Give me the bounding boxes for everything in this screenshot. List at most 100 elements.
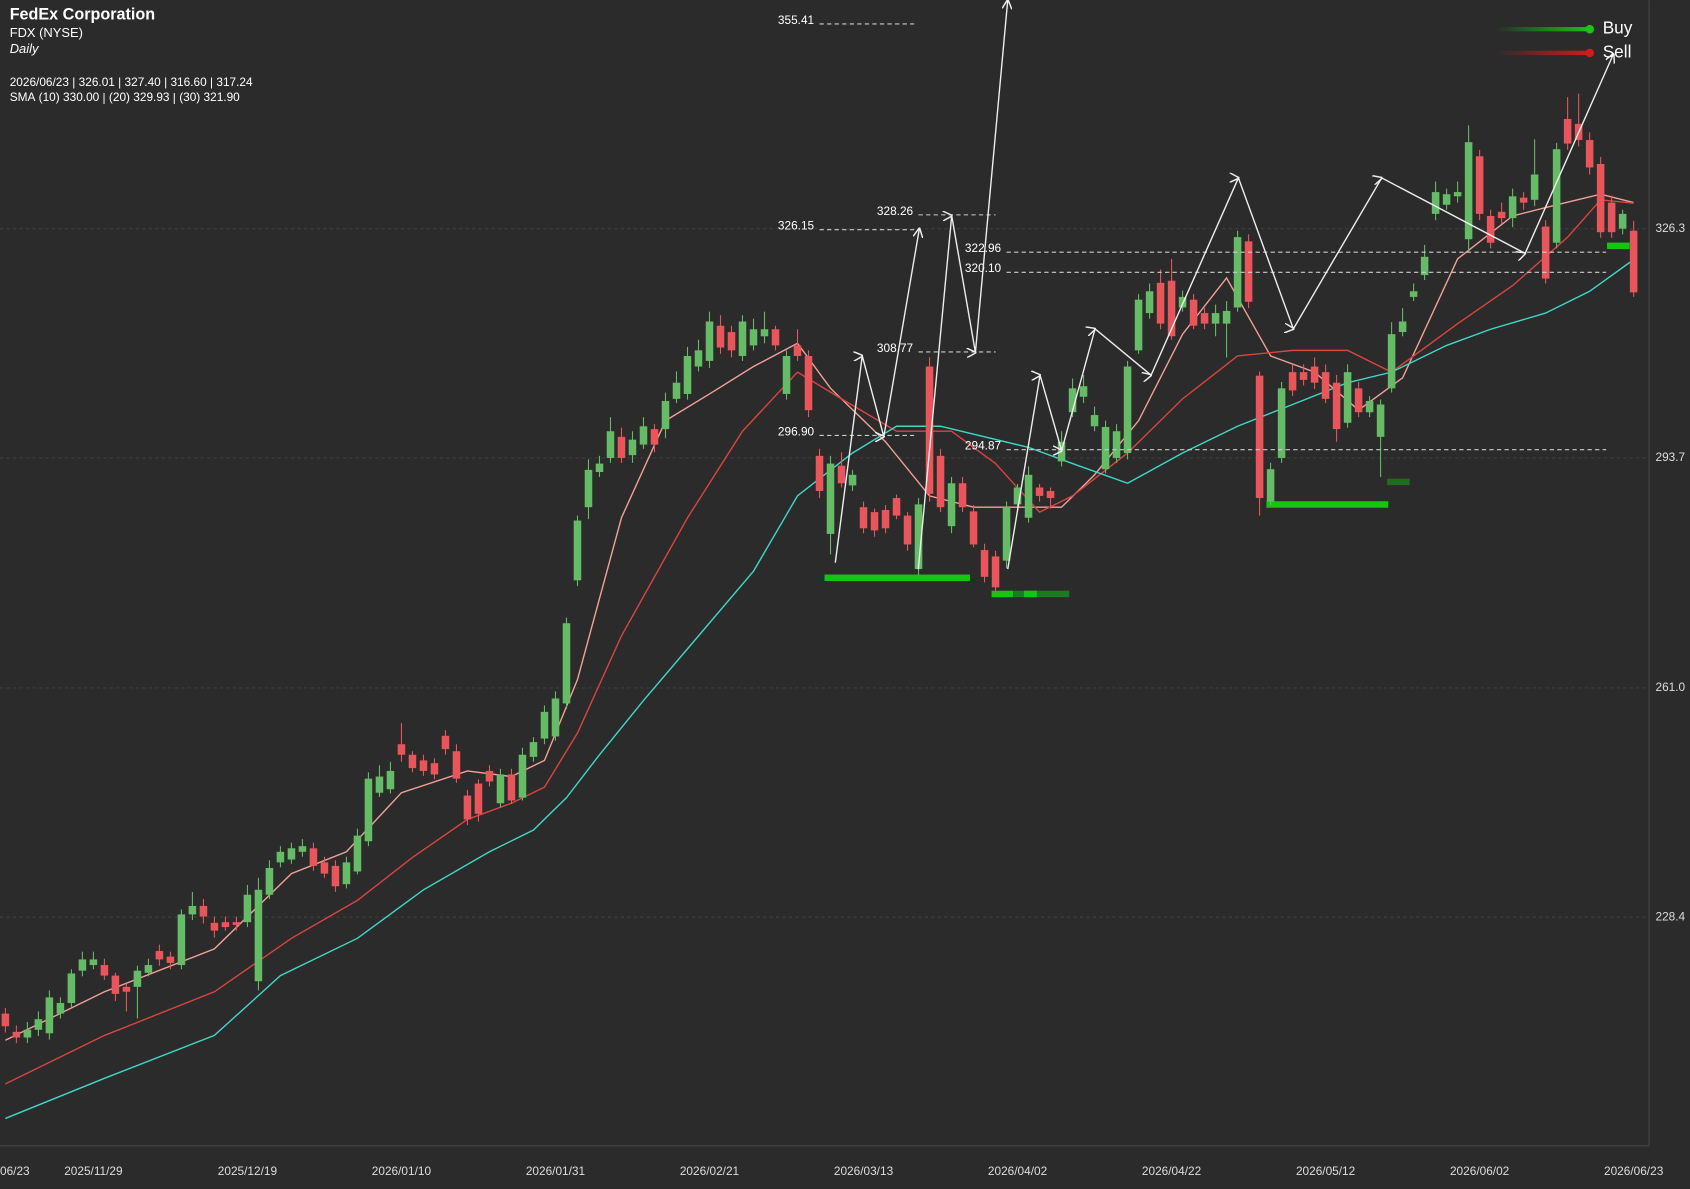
candle-body: [1365, 400, 1374, 413]
candle-body: [1277, 388, 1286, 458]
candle-body: [1629, 230, 1638, 293]
candle-body: [1024, 474, 1033, 518]
candle-body: [738, 321, 747, 356]
candle-body: [1134, 299, 1143, 351]
candle-body: [265, 867, 274, 895]
candle-body: [826, 463, 835, 534]
ohlc-header: 2026/06/23 | 326.01 | 327.40 | 316.60 | …: [10, 75, 253, 89]
sma-name: (10): [39, 90, 60, 104]
candle-body: [683, 355, 692, 394]
chart-subtitle: FDX (NYSE): [10, 25, 83, 40]
candle-body: [518, 754, 527, 798]
candle-body: [1486, 216, 1495, 243]
candle-body: [760, 329, 769, 337]
candle-body: [1431, 192, 1440, 214]
candle-body: [1508, 196, 1517, 219]
candle-body: [859, 507, 868, 529]
legend-label: Buy: [1603, 18, 1633, 38]
candle-body: [34, 1019, 43, 1030]
candle-body: [969, 511, 978, 545]
x-tick-label: 2026/01/10: [372, 1164, 432, 1178]
zone: [1013, 590, 1070, 598]
projection: [917, 0, 1007, 570]
candle-body: [89, 959, 98, 966]
candle-body: [364, 778, 373, 842]
candle-body: [287, 848, 296, 860]
legend-dot: [1585, 24, 1595, 34]
candle-body: [540, 711, 549, 739]
candle-body: [441, 735, 450, 750]
level-label: 294.87: [965, 439, 1001, 453]
candle-body: [804, 355, 813, 411]
candle-body: [1398, 321, 1407, 333]
candle-body: [1552, 149, 1561, 243]
candle-body: [177, 914, 186, 966]
candle-body: [529, 742, 538, 757]
zone: [1266, 501, 1389, 508]
sma-label: SMA: [10, 90, 36, 104]
candle-body: [914, 504, 923, 570]
candle-body: [1376, 404, 1385, 437]
candle-body: [903, 515, 912, 545]
candle-body: [309, 848, 318, 866]
candle-body: [122, 986, 131, 992]
x-tick-label: 2026/06/02: [1450, 1164, 1509, 1178]
candle-body: [991, 556, 1000, 588]
candle-body: [1145, 291, 1154, 314]
low: 316.60: [170, 75, 207, 89]
candle-body: [1090, 415, 1099, 427]
candle-body: [727, 332, 736, 351]
candle-body: [507, 774, 516, 801]
candle-body: [848, 474, 857, 486]
candle-body: [793, 345, 802, 356]
candle-body: [837, 465, 846, 484]
x-tick-label: 2026/05/12: [1296, 1164, 1355, 1178]
x-tick-label: 2026/06/23: [1604, 1164, 1664, 1178]
candle-body: [188, 905, 197, 915]
candle-body: [749, 329, 758, 346]
candle-body: [1332, 382, 1341, 430]
candle-body: [1002, 507, 1011, 561]
candle-body: [562, 623, 571, 704]
zone: [1023, 590, 1037, 598]
candle-body: [1497, 211, 1506, 219]
candle-body: [155, 950, 164, 960]
candle-body: [1112, 431, 1121, 458]
candle-body: [1387, 334, 1396, 389]
candle-body: [650, 429, 659, 445]
candle-body: [1321, 372, 1330, 399]
candle-body: [353, 835, 362, 872]
x-axis: 06/23 2025/11/29 2025/12/19 2026/01/10 2026/…: [0, 1164, 1664, 1178]
candle-body: [210, 922, 219, 931]
candle-body: [1442, 194, 1451, 205]
interval: Daily: [10, 41, 40, 56]
candle-body: [1222, 310, 1231, 324]
candle-body: [485, 770, 494, 782]
candle-body: [672, 382, 681, 399]
zone: [991, 590, 1014, 598]
candle-body: [1585, 140, 1594, 168]
candle-body: [1244, 241, 1253, 302]
legend-swatch: [1495, 27, 1590, 32]
candle-body: [375, 776, 384, 793]
x-tick-label: 06/23: [0, 1164, 30, 1178]
y-tick-label: 293.7: [1656, 450, 1686, 464]
candle-body: [496, 774, 505, 804]
close: 317.24: [216, 75, 253, 89]
sma-value: 321.90: [204, 90, 241, 104]
candle-body: [298, 846, 307, 852]
sma-name: (20): [109, 90, 130, 104]
candle-body: [397, 744, 406, 755]
candle-body: [705, 321, 714, 361]
candle-body: [1453, 192, 1462, 197]
candle-body: [12, 1031, 21, 1038]
candle-body: [1563, 118, 1572, 144]
candle-body: [133, 970, 142, 987]
level-label: 326.15: [778, 219, 815, 233]
candle-body: [1035, 487, 1044, 496]
candle-body: [45, 997, 54, 1034]
candle-body: [1200, 313, 1209, 324]
high: 327.40: [125, 75, 162, 89]
candle-body: [342, 862, 351, 885]
